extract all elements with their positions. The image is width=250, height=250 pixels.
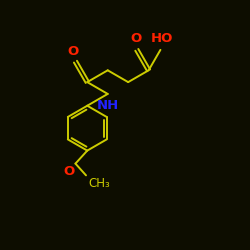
Text: O: O	[67, 45, 78, 58]
Text: NH: NH	[97, 100, 119, 112]
Text: CH₃: CH₃	[88, 176, 110, 190]
Text: HO: HO	[150, 32, 173, 46]
Text: O: O	[63, 165, 74, 178]
Text: O: O	[130, 32, 141, 46]
